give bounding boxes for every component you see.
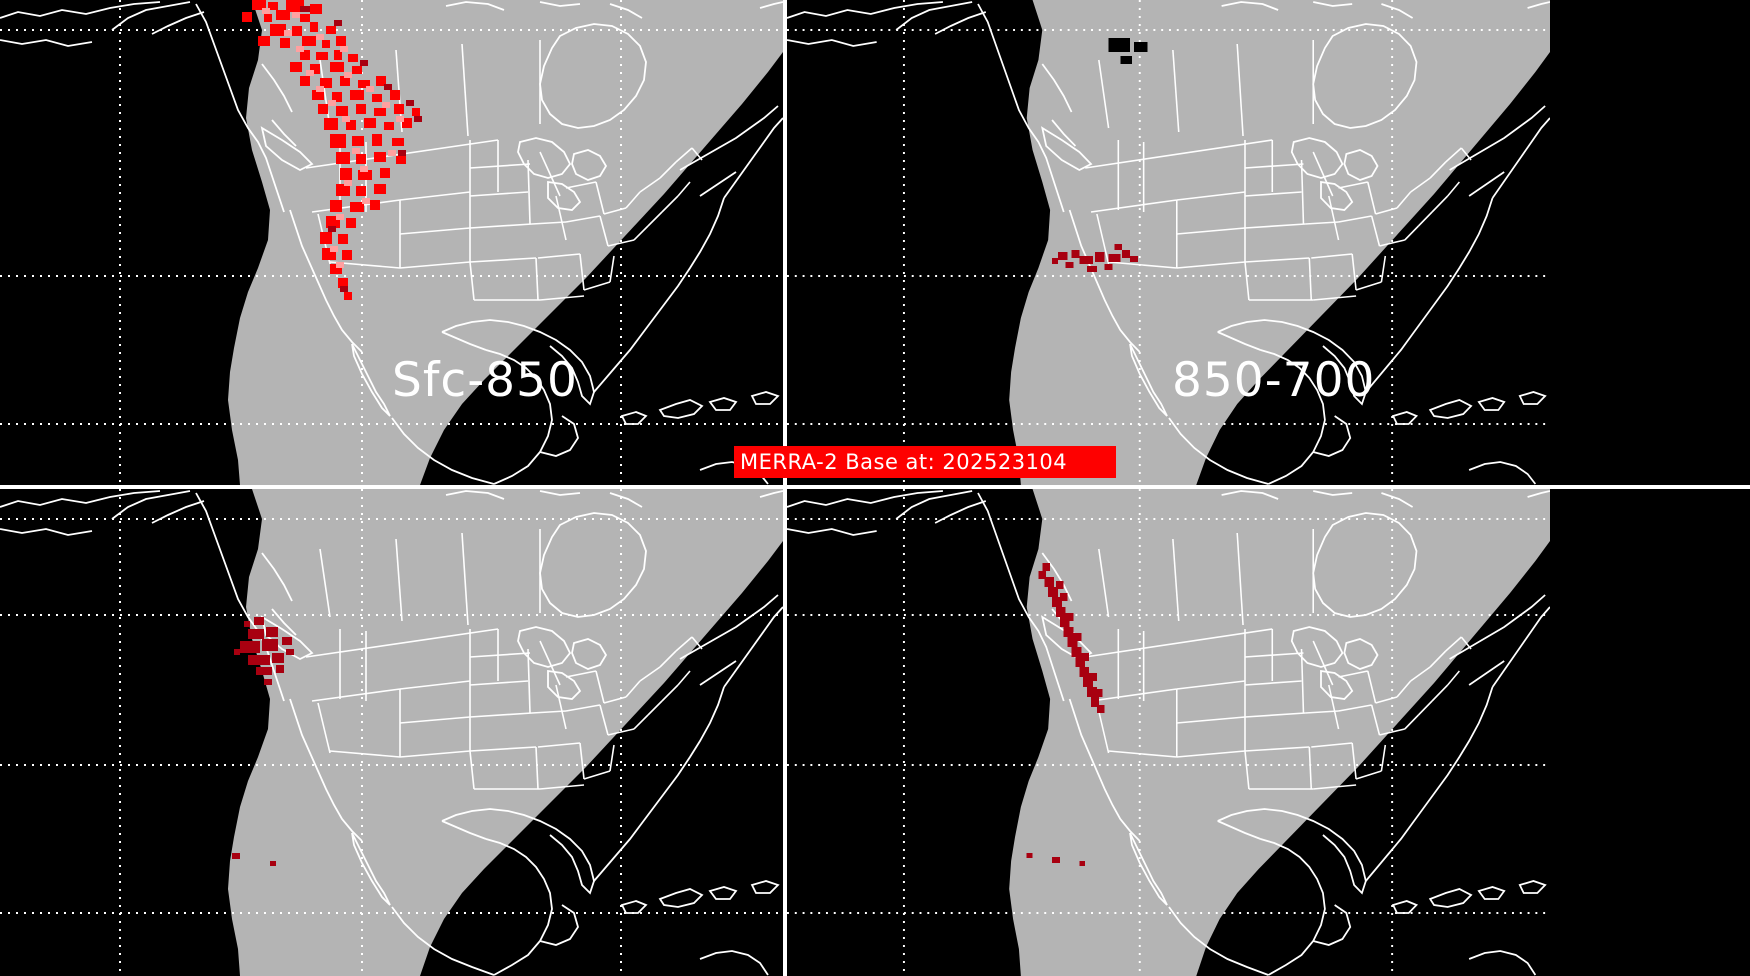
panel-700-500: 700-500 xyxy=(0,489,783,976)
coastlines xyxy=(0,490,783,976)
panel-label-850-700: 850-700 xyxy=(1172,353,1376,408)
gridlines xyxy=(0,489,783,976)
panel-500-300: 500-300 xyxy=(787,489,1550,976)
swath-region xyxy=(196,489,783,976)
panel-sfc-850: Sfc-850 xyxy=(0,0,783,485)
panel-label-sfc-850: Sfc-850 xyxy=(392,353,578,408)
gridlines xyxy=(787,489,1550,976)
detection-overlay-sfc-850 xyxy=(242,0,422,300)
map-graphic-700-500 xyxy=(0,489,783,976)
panel-divider-horizontal xyxy=(0,485,1750,489)
detection-overlay-500-300 xyxy=(1026,563,1105,866)
panel-850-700: 850-700 xyxy=(787,0,1550,485)
map-graphic-sfc-850 xyxy=(0,0,783,485)
detection-overlay-700-500 xyxy=(232,617,294,866)
gridlines xyxy=(787,0,1550,485)
swath-region xyxy=(977,489,1550,976)
base-time-banner: MERRA-2 Base at: 202523104 xyxy=(734,446,1116,478)
base-time-text: MERRA-2 Base at: 202523104 xyxy=(740,450,1068,474)
map-graphic-500-300 xyxy=(787,489,1550,976)
detection-overlay-850-700 xyxy=(1052,244,1138,272)
swath-region xyxy=(977,0,1550,485)
map-graphic-850-700 xyxy=(787,0,1550,485)
detection-overlay-850-700-north xyxy=(1108,38,1148,64)
coastlines xyxy=(787,1,1550,485)
coastlines xyxy=(787,490,1550,976)
